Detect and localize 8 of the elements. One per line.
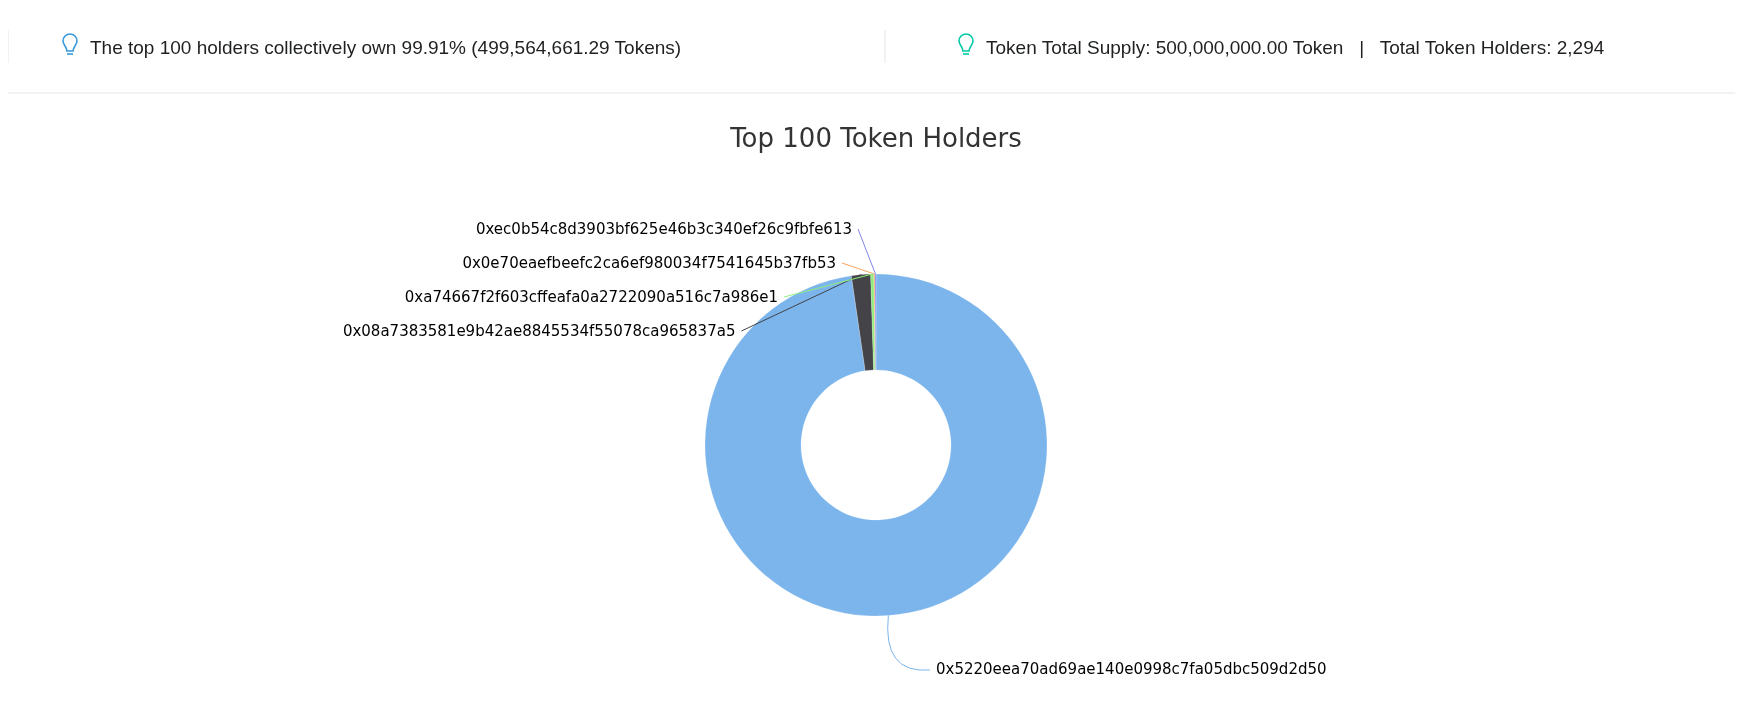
chart-title: Top 100 Token Holders — [729, 123, 1022, 153]
slice-label: 0x0e70eaefbeefc2ca6ef980034f7541645b37fb53 — [462, 254, 836, 272]
text: The top 100 holders collectively own 99.91% (499,564,661.29 Tokens) — [90, 37, 682, 58]
slice-label: 0xec0b54c8d3903bf625e46b3c340ef26c9fbfe613 — [475, 220, 852, 238]
text: Token Total Supply: 500,000,000.00 Token | Total Token Holders: 2,294 — [986, 37, 1605, 58]
slice-label: 0x08a7383581e9b42ae8845534f55078ca965837a5 — [342, 322, 736, 340]
slice-label: 0x5220eea70ad69ae140e0998c7fa05dbc509d2d50 — [936, 660, 1327, 678]
slice-label: 0xa74667f2f603cffeafa0a2722090a516c7a986e1 — [404, 288, 779, 306]
